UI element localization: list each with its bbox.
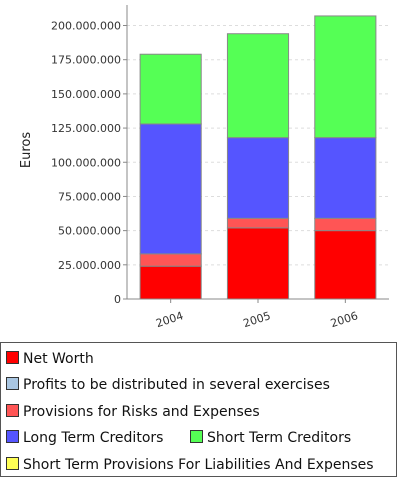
bar-segment <box>226 217 290 229</box>
legend-item-long-term-creditors: Long Term Creditors <box>6 430 163 446</box>
legend: Net Worth Profits to be distributed in s… <box>0 342 397 477</box>
bar-segment <box>314 15 377 139</box>
y-tick-label: 75.000.000 <box>58 190 121 203</box>
y-tick-label: 50.000.000 <box>58 225 121 238</box>
legend-label: Long Term Creditors <box>23 430 164 446</box>
y-tick-label: 150.000.000 <box>51 88 121 101</box>
bar-segment <box>139 123 202 255</box>
legend-item-net-worth: Net Worth <box>6 351 94 367</box>
x-tick-label: 2005 <box>242 309 273 330</box>
legend-swatch-short-term-creditors <box>190 430 203 443</box>
y-tick-label: 100.000.000 <box>51 156 121 169</box>
legend-item-short-term-creditors: Short Term Creditors <box>190 430 351 446</box>
y-tick-label: 25.000.000 <box>58 259 121 272</box>
bar-segment <box>226 227 290 300</box>
legend-label: Profits to be distributed in several exe… <box>23 377 330 393</box>
y-tick-label: 200.000.000 <box>51 20 121 33</box>
x-tick-label: 2004 <box>154 309 185 330</box>
legend-label: Short Term Creditors <box>207 430 352 446</box>
y-tick-label: 125.000.000 <box>51 122 121 135</box>
legend-label: Short Term Provisions For Liabilities An… <box>23 457 374 473</box>
bar-segment <box>139 53 202 125</box>
y-tick-label: 0 <box>114 293 121 306</box>
bar-segment <box>139 265 202 300</box>
x-axis-ticks: 2004 2005 2006 <box>154 299 360 330</box>
y-axis-label: Euros <box>19 132 34 168</box>
legend-swatch-provisions <box>6 404 19 417</box>
bar-segment <box>226 33 290 139</box>
bar-segment <box>139 253 202 267</box>
bar-segment <box>314 217 377 232</box>
bar-segment <box>314 137 377 219</box>
legend-swatch-short-term-provisions <box>6 457 19 470</box>
bar-chart: 0 25.000.000 50.000.000 75.000.000 100.000.0… <box>19 5 389 330</box>
legend-item-profits: Profits to be distributed in several exe… <box>6 377 330 393</box>
legend-swatch-net-worth <box>6 351 19 364</box>
legend-swatch-profits <box>6 377 19 390</box>
legend-swatch-long-term-creditors <box>6 430 19 443</box>
y-tick-label: 175.000.000 <box>51 54 121 67</box>
y-axis-ticks: 0 25.000.000 50.000.000 75.000.000 100.000.0… <box>51 20 127 306</box>
legend-item-short-term-provisions: Short Term Provisions For Liabilities An… <box>6 457 394 473</box>
legend-label: Provisions for Risks and Expenses <box>23 404 260 420</box>
legend-item-provisions: Provisions for Risks and Expenses <box>6 404 260 420</box>
bars <box>139 15 377 300</box>
x-tick-label: 2006 <box>329 309 360 330</box>
bar-segment <box>226 137 290 219</box>
bar-segment <box>314 230 377 300</box>
legend-label: Net Worth <box>23 351 94 367</box>
